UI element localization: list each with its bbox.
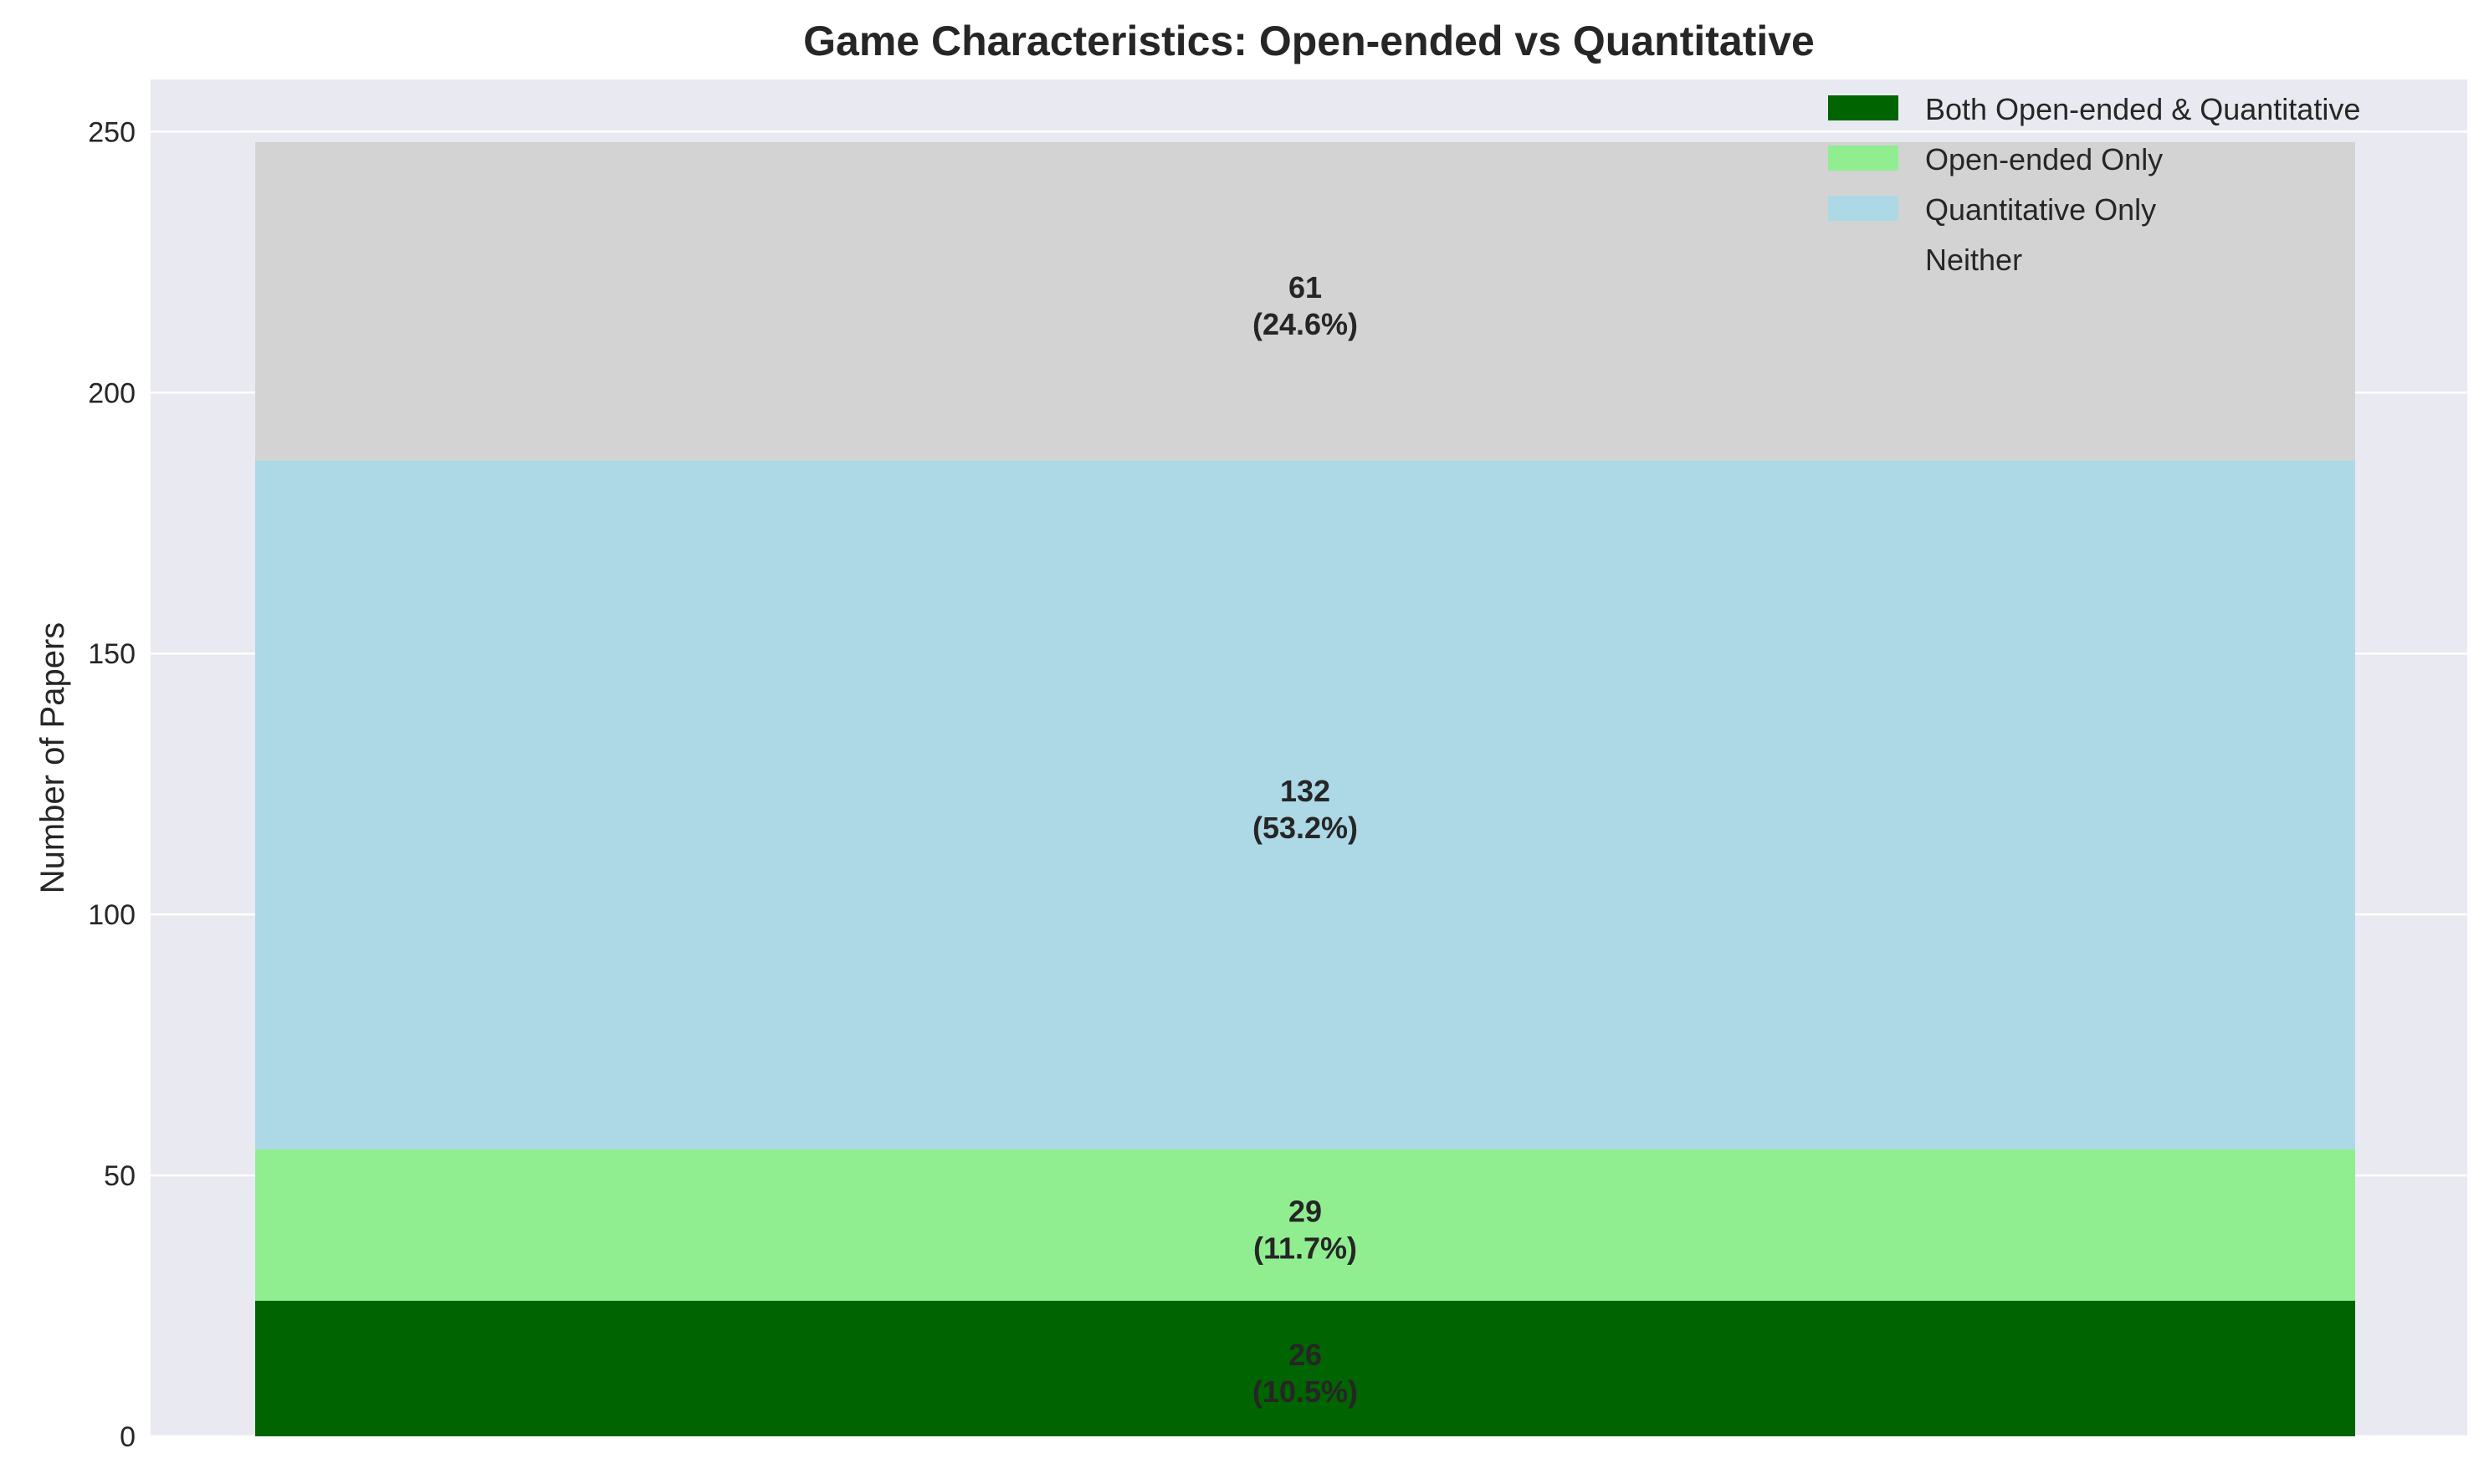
y-tick-label: 100	[88, 899, 136, 931]
data-label-value: 29	[1288, 1194, 1322, 1228]
bar-segment-1	[255, 1300, 2355, 1436]
y-tick-label: 50	[104, 1160, 136, 1192]
legend-swatch	[1828, 246, 1898, 271]
bar-segments	[255, 141, 2355, 1436]
data-label-percent: (24.6%)	[1252, 307, 1358, 341]
bar-segment-4	[255, 141, 2355, 461]
y-axis-ticks: 0 50 100 150 200 250	[88, 116, 136, 1453]
legend-label: Quantitative Only	[1925, 192, 2156, 227]
y-tick-label: 150	[88, 638, 136, 670]
legend-label: Both Open-ended & Quantitative	[1925, 92, 2360, 126]
bar-segment-3	[255, 460, 2355, 1149]
chart-title: Game Characteristics: Open-ended vs Quan…	[803, 18, 1815, 64]
data-label-percent: (53.2%)	[1252, 811, 1358, 845]
y-tick-label: 200	[88, 377, 136, 409]
data-labels: 26(10.5%) 29(11.7%) 132(53.2%) 61(24.6%)	[1252, 270, 1358, 1409]
legend-label: Open-ended Only	[1925, 142, 2163, 177]
data-label-value: 61	[1288, 270, 1322, 304]
legend-swatch	[1828, 196, 1898, 221]
y-axis-label: Number of Papers	[34, 622, 71, 894]
data-label-value: 132	[1280, 774, 1330, 808]
data-label-percent: (10.5%)	[1252, 1374, 1358, 1409]
legend-swatch	[1828, 146, 1898, 171]
data-label-value: 26	[1288, 1338, 1322, 1372]
y-tick-label: 250	[88, 116, 136, 148]
legend-swatch	[1828, 95, 1898, 120]
legend-label: Neither	[1925, 243, 2022, 277]
legend: Both Open-ended & Quantitative Open-ended…	[1828, 92, 2360, 277]
data-label-percent: (11.7%)	[1253, 1231, 1357, 1265]
bar-segment-2	[255, 1149, 2355, 1301]
y-tick-label: 0	[120, 1421, 136, 1453]
